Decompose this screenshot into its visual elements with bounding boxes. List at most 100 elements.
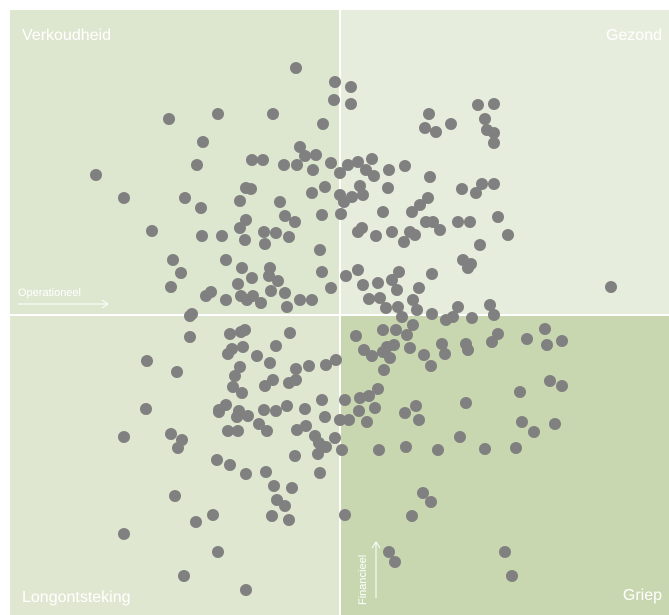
point — [303, 360, 315, 372]
point — [213, 404, 225, 416]
point — [270, 340, 282, 352]
point — [264, 357, 276, 369]
point — [290, 374, 302, 386]
point — [266, 510, 278, 522]
quadrant-top-left — [10, 10, 340, 315]
point — [400, 441, 412, 453]
point — [236, 262, 248, 274]
point — [245, 183, 257, 195]
point — [549, 418, 561, 430]
point — [264, 262, 276, 274]
point — [383, 546, 395, 558]
point — [165, 428, 177, 440]
point — [425, 496, 437, 508]
point — [383, 164, 395, 176]
point — [283, 231, 295, 243]
point — [556, 335, 568, 347]
point — [118, 431, 130, 443]
point — [345, 81, 357, 93]
point — [476, 178, 488, 190]
point — [278, 159, 290, 171]
point — [141, 355, 153, 367]
point — [334, 189, 346, 201]
point — [195, 202, 207, 214]
point — [445, 118, 457, 130]
point — [232, 278, 244, 290]
point — [350, 330, 362, 342]
point — [423, 108, 435, 120]
point — [240, 584, 252, 596]
point — [299, 403, 311, 415]
point — [289, 450, 301, 462]
point — [235, 290, 247, 302]
point — [419, 122, 431, 134]
point — [163, 113, 175, 125]
point — [430, 126, 442, 138]
point — [406, 510, 418, 522]
point — [316, 394, 328, 406]
point — [439, 348, 451, 360]
point — [175, 267, 187, 279]
point — [336, 444, 348, 456]
point — [236, 387, 248, 399]
quadrant-top-right — [340, 10, 669, 315]
point — [460, 338, 472, 350]
point — [454, 431, 466, 443]
point — [369, 402, 381, 414]
y-axis-label: Financieel — [357, 555, 369, 605]
point — [502, 229, 514, 241]
point — [426, 268, 438, 280]
point — [377, 206, 389, 218]
point — [334, 414, 346, 426]
point — [488, 309, 500, 321]
point — [456, 183, 468, 195]
point — [246, 154, 258, 166]
point — [279, 500, 291, 512]
quadrant-label: Verkoudheid — [22, 27, 111, 44]
point — [516, 416, 528, 428]
point — [270, 227, 282, 239]
point — [267, 374, 279, 386]
point — [251, 350, 263, 362]
point — [290, 62, 302, 74]
point — [460, 397, 472, 409]
point — [492, 328, 504, 340]
point — [479, 443, 491, 455]
point — [207, 509, 219, 521]
point — [191, 159, 203, 171]
point — [426, 308, 438, 320]
point — [434, 224, 446, 236]
point — [521, 333, 533, 345]
point — [140, 403, 152, 415]
point — [410, 400, 422, 412]
point — [492, 211, 504, 223]
point — [452, 301, 464, 313]
quadrant-label: Longontsteking — [22, 589, 131, 606]
point — [258, 404, 270, 416]
point — [212, 108, 224, 120]
quadrant-label: Gezond — [606, 27, 662, 44]
point — [544, 375, 556, 387]
point — [357, 279, 369, 291]
point — [407, 319, 419, 331]
point — [253, 418, 265, 430]
point — [286, 482, 298, 494]
quadrant-bottom-left — [10, 315, 340, 615]
point — [335, 208, 347, 220]
point — [352, 264, 364, 276]
point — [472, 99, 484, 111]
point — [398, 236, 410, 248]
point — [224, 328, 236, 340]
point — [374, 292, 386, 304]
point — [179, 192, 191, 204]
point — [399, 407, 411, 419]
point — [231, 411, 243, 423]
point — [354, 392, 366, 404]
point — [229, 370, 241, 382]
point — [514, 386, 526, 398]
point — [118, 192, 130, 204]
point — [165, 281, 177, 293]
point — [319, 411, 331, 423]
point — [90, 169, 102, 181]
point — [466, 312, 478, 324]
